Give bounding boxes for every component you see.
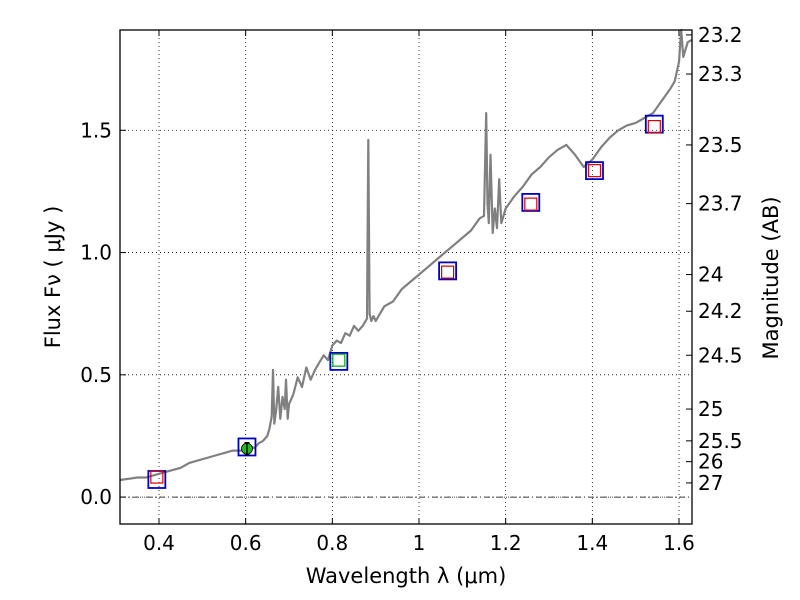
observed-photometry-box [587,164,602,178]
x-tick-label: 1.6 [663,531,695,555]
model-photometry-box [521,193,541,212]
model-photometry-box [585,161,604,181]
y-tick-label: 0.0 [80,485,112,509]
tick-layer: 0.4 0.6 0.8 1 1.2 1.4 1.6 0.0 0.5 1.0 1.5 23.2 23.3 2… [80,23,742,555]
y2-tick-label: 24 [698,263,723,287]
observed-photometry-box [150,470,164,484]
x-tick-label: 1 [413,531,426,555]
y-tick-label: 1.0 [80,241,112,265]
y2-tick-label: 25.5 [698,429,743,453]
observed-photometry-box [524,197,538,211]
x-tick-label: 0.6 [230,531,262,555]
y-axis-label: Flux Fν ( μJy ) [41,206,65,349]
y-tick-label: 0.5 [80,363,112,387]
y2-axis-label: Magnitude (AB) [759,196,783,359]
x-tick-label: 0.8 [316,531,348,555]
y2-tick-label: 23.7 [698,192,743,216]
y2-tick-label: 26 [698,450,723,474]
x-axis-label: Wavelength λ (μm) [306,564,507,588]
model-photometry-box [438,261,458,281]
model-photometry-box [237,437,257,457]
observed-photometry-box [441,265,455,279]
observed-photometry-box [647,119,661,134]
x-tick-label: 1.2 [490,531,522,555]
spectrum-layer [119,28,693,482]
photometry-layer [147,114,664,489]
observed-photometry-box [332,353,346,367]
y2-tick-label: 23.2 [698,23,743,47]
x-tick-label: 0.4 [143,531,175,555]
x-tick-label: 1.4 [576,531,608,555]
y-tick-label: 1.5 [80,118,112,142]
y2-tick-label: 24.5 [698,343,743,367]
y2-tick-label: 24.2 [698,299,743,323]
grid-layer [120,30,692,524]
spectrum-line [119,28,693,482]
y2-tick-label: 25 [698,397,723,421]
y2-tick-label: 23.5 [698,133,743,157]
y2-tick-label: 27 [698,471,723,495]
y2-tick-label: 23.3 [698,62,743,86]
model-photometry-box [329,351,349,371]
plot-frame [119,29,693,525]
